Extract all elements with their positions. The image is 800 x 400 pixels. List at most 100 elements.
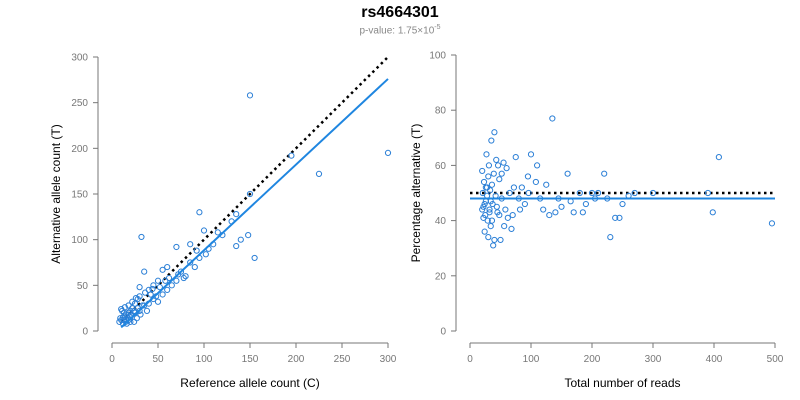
data-point bbox=[564, 170, 571, 177]
data-point bbox=[180, 274, 187, 282]
data-point bbox=[487, 223, 494, 230]
data-point bbox=[516, 206, 524, 213]
y-tick-label: 100 bbox=[429, 51, 446, 62]
y-tick-label: 80 bbox=[435, 106, 447, 117]
data-point bbox=[490, 170, 497, 177]
data-point bbox=[479, 167, 486, 175]
data-point bbox=[546, 211, 553, 219]
data-point bbox=[704, 189, 712, 197]
data-point bbox=[159, 266, 166, 273]
x-tick-label: 150 bbox=[242, 354, 259, 365]
data-point bbox=[497, 236, 504, 244]
data-point bbox=[616, 214, 623, 221]
data-point bbox=[508, 225, 515, 232]
x-tick-label: 100 bbox=[196, 354, 213, 365]
data-point bbox=[481, 200, 488, 208]
data-point bbox=[506, 189, 513, 197]
data-point bbox=[494, 162, 502, 169]
data-point bbox=[540, 206, 547, 213]
x-tick-label: 300 bbox=[645, 354, 662, 365]
data-point bbox=[159, 291, 166, 298]
data-point bbox=[518, 184, 525, 191]
data-point bbox=[246, 190, 254, 198]
data-point bbox=[136, 293, 143, 300]
data-point bbox=[491, 129, 498, 136]
data-point bbox=[543, 181, 550, 188]
data-point bbox=[173, 243, 180, 251]
x-tick-label: 200 bbox=[288, 354, 305, 365]
data-point bbox=[579, 209, 586, 216]
data-point bbox=[493, 203, 500, 210]
y-axis-title: Percentage alternative (T) bbox=[409, 124, 423, 263]
data-point bbox=[164, 263, 171, 271]
data-point bbox=[246, 92, 254, 99]
data-point bbox=[384, 149, 392, 156]
data-point bbox=[482, 184, 489, 191]
data-point bbox=[480, 214, 487, 221]
data-point bbox=[138, 233, 145, 241]
data-point bbox=[245, 232, 252, 239]
x-axis-title: Total number of reads bbox=[564, 376, 680, 390]
y-tick-label: 40 bbox=[435, 216, 447, 227]
data-point bbox=[601, 170, 608, 177]
x-tick-label: 0 bbox=[467, 354, 473, 365]
data-point bbox=[532, 178, 539, 186]
data-point bbox=[117, 315, 124, 322]
y-tick-label: 0 bbox=[82, 327, 88, 338]
data-point bbox=[196, 209, 203, 216]
data-point bbox=[187, 259, 194, 266]
data-point bbox=[288, 152, 295, 159]
data-point bbox=[315, 170, 323, 178]
percentage-plot: 0 100 200 300 400 500 0 20 40 60 80 100 Total number… bbox=[409, 51, 784, 391]
data-point bbox=[570, 209, 577, 216]
data-point bbox=[251, 254, 258, 262]
data-point bbox=[142, 289, 149, 296]
x-tick-label: 100 bbox=[523, 354, 540, 365]
data-point bbox=[501, 223, 508, 230]
data-point bbox=[143, 307, 151, 315]
data-point bbox=[486, 209, 493, 216]
data-point bbox=[534, 162, 541, 169]
data-point bbox=[483, 151, 490, 158]
data-point bbox=[187, 241, 194, 248]
data-point bbox=[168, 282, 175, 289]
data-point bbox=[502, 206, 509, 213]
data-point bbox=[214, 229, 221, 236]
data-point bbox=[582, 200, 590, 208]
data-point bbox=[480, 178, 488, 186]
data-point bbox=[490, 242, 497, 249]
data-point bbox=[552, 209, 559, 216]
data-point bbox=[498, 170, 505, 177]
data-point bbox=[202, 251, 209, 258]
data-point bbox=[125, 302, 132, 309]
data-point bbox=[237, 236, 244, 243]
chart-title: rs4664301 bbox=[361, 4, 439, 21]
data-point bbox=[121, 304, 128, 311]
data-point bbox=[193, 247, 200, 254]
pvalue-text: p-value: 1.75×10 bbox=[359, 25, 435, 37]
x-tick-label: 250 bbox=[334, 354, 351, 365]
data-point bbox=[137, 311, 144, 318]
y-tick-label: 150 bbox=[71, 190, 88, 201]
data-point bbox=[500, 159, 507, 166]
y-tick-label: 100 bbox=[71, 235, 88, 246]
data-point bbox=[141, 268, 148, 275]
data-point bbox=[233, 210, 240, 218]
y-tick-label: 300 bbox=[71, 53, 88, 64]
data-point bbox=[484, 217, 491, 224]
data-point bbox=[150, 282, 157, 289]
data-point bbox=[485, 234, 492, 241]
data-point bbox=[175, 271, 182, 278]
data-point bbox=[479, 206, 486, 213]
x-axis-title: Reference allele count (C) bbox=[180, 376, 319, 390]
data-point bbox=[485, 173, 492, 180]
data-point bbox=[491, 236, 498, 244]
x-tick-label: 500 bbox=[767, 354, 784, 365]
data-point bbox=[512, 154, 519, 161]
data-point bbox=[521, 200, 529, 208]
data-point bbox=[649, 189, 657, 197]
y-tick-label: 20 bbox=[435, 271, 447, 282]
data-point bbox=[527, 151, 535, 158]
data-point bbox=[595, 189, 602, 197]
data-point bbox=[496, 176, 503, 183]
